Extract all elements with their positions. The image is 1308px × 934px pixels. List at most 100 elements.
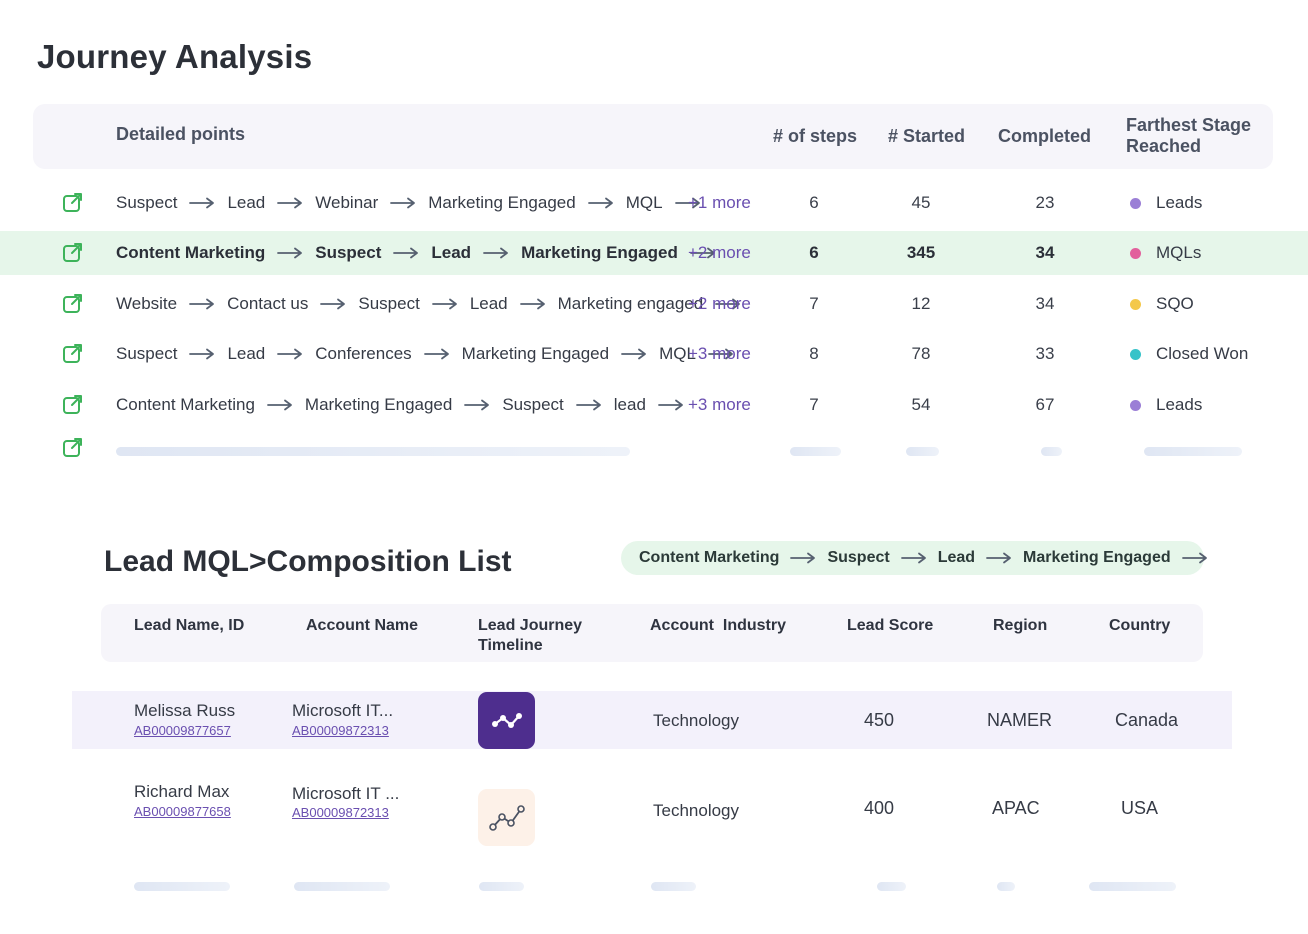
stage-cell: Leads [1130,383,1202,427]
header-steps[interactable]: # of steps [773,126,858,146]
journey-step: MQL [659,344,696,363]
header-started[interactable]: # Started [888,126,966,146]
account-id-link[interactable]: AB00009872313 [292,723,389,738]
arrow-right-icon [189,348,215,360]
journey-row[interactable]: Content Marketing Marketing Engaged Suspec… [0,383,1308,427]
header-lead-journey-timeline[interactable]: Lead Journey Timeline [478,616,582,656]
header-timeline-line2: Timeline [478,637,543,654]
journey-step: Suspect [116,344,178,363]
journey-step: Marketing Engaged [304,395,453,414]
external-link-icon[interactable] [62,437,83,458]
arrow-right-icon [189,197,215,209]
lead-score: 400 [864,798,895,818]
more-steps-link[interactable]: +3 more [688,344,751,363]
journey-step: Content Marketing [116,395,255,414]
journey-path: Suspect Lead Webinar Marketing Engaged MQL [116,181,713,225]
account-name: Microsoft IT... [292,701,394,720]
composition-row[interactable]: Melissa Russ AB00009877657 Microsoft IT...… [72,691,1232,749]
journey-path: Suspect Lead Conferences Marketing Engaged M… [116,332,746,376]
header-lead-name[interactable]: Lead Name, ID [134,617,245,634]
journey-table-header: Detailed points # of steps # Started Com… [33,104,1273,169]
lead-name: Melissa Russ [134,701,236,720]
composition-row[interactable]: Richard Max AB00009877658 Microsoft IT ...… [72,772,1232,846]
header-farthest-stage[interactable]: Farthest Stage Reached [1126,115,1251,157]
header-farthest-line2: Reached [1126,136,1202,156]
skeleton-bar [790,447,841,456]
arrow-right-icon [715,298,741,310]
external-link-icon[interactable] [62,394,83,415]
header-account-industry[interactable]: Account Industry [650,617,787,634]
journey-step: Lead [227,344,266,363]
header-completed[interactable]: Completed [998,126,1092,146]
journey-step: Marketing Engaged [428,193,576,212]
more-steps-link[interactable]: +2 more [688,243,751,262]
cell-completed: 33 [1035,344,1055,363]
external-link-icon[interactable] [62,343,83,364]
more-steps-link[interactable]: +3 more [688,395,751,414]
journey-timeline-icon[interactable] [478,789,535,846]
cell-steps: 7 [809,294,819,313]
header-account-name[interactable]: Account Name [306,617,419,634]
stage-cell: SQO [1130,282,1194,326]
cell-started: 45 [911,193,931,212]
skeleton-bar [479,882,524,891]
header-region[interactable]: Region [993,617,1048,634]
arrow-right-icon [267,399,293,411]
lead-id-link[interactable]: AB00009877658 [134,804,231,819]
external-link-icon[interactable] [62,192,83,213]
arrow-right-icon [277,247,303,259]
lead-name: Richard Max [134,782,230,801]
journey-step: Marketing Engaged [461,344,610,363]
skeleton-bar [906,447,939,456]
more-steps-link[interactable]: +1 more [688,193,751,212]
stage-cell: MQLs [1130,231,1201,275]
journey-row[interactable]: Content Marketing Suspect Lead Marketing En… [0,231,1308,275]
cell-steps: 7 [809,395,819,414]
selected-journey-pill[interactable]: Content Marketing Suspect Lead Marketing En… [621,541,1207,575]
header-timeline-line1: Lead Journey [478,617,583,634]
cell-steps: 8 [809,344,819,363]
journey-step: Lead [227,193,266,212]
more-steps-link[interactable]: +2 more [688,294,751,313]
arrow-right-icon [189,298,215,310]
cell-completed: 34 [1035,294,1055,313]
external-link-icon[interactable] [62,293,83,314]
stage-dot [1130,197,1141,209]
header-country[interactable]: Country [1109,617,1171,634]
skeleton-bar [997,882,1015,891]
journey-row[interactable]: Suspect Lead Conferences Marketing Engaged M… [0,332,1308,376]
region: NAMER [987,710,1053,730]
skeleton-bar [116,447,630,456]
lead-id-link[interactable]: AB00009877657 [134,723,231,738]
journey-step: Lead [431,243,472,262]
journey-timeline-icon[interactable] [478,692,535,749]
skeleton-bar [877,882,906,891]
header-lead-score[interactable]: Lead Score [847,617,934,634]
journey-row[interactable]: Website Contact us Suspect Lead Marketing en… [0,282,1308,326]
stage-cell: Leads [1130,181,1202,225]
stage-label: SQO [1156,294,1194,313]
journey-step: Lead [469,294,508,313]
journey-step: Webinar [315,193,379,212]
skeleton-bar [1089,882,1176,891]
arrow-right-icon [1181,552,1208,564]
account-id-link[interactable]: AB00009872313 [292,805,389,820]
arrow-right-icon [464,399,490,411]
stage-label: Closed Won [1156,344,1249,363]
cell-steps: 6 [809,243,819,262]
account-industry: Technology [653,711,740,730]
stage-dot [1130,247,1141,259]
stage-cell: Closed Won [1130,332,1248,376]
cell-started: 78 [911,344,931,363]
arrow-right-icon [519,298,546,310]
journey-step: Suspect [116,193,178,212]
composition-table-header: Lead Name, ID Account Name Lead Journey … [101,604,1203,662]
stage-label: Leads [1156,395,1203,414]
journey-row[interactable]: Suspect Lead Webinar Marketing Engaged MQL +1… [0,181,1308,225]
country: Canada [1115,710,1179,730]
journey-step: Website [116,294,178,313]
skeleton-bar [294,882,390,891]
external-link-icon[interactable] [62,242,83,263]
header-farthest-line1: Farthest Stage [1126,115,1252,135]
stage-label: MQLs [1156,243,1202,262]
